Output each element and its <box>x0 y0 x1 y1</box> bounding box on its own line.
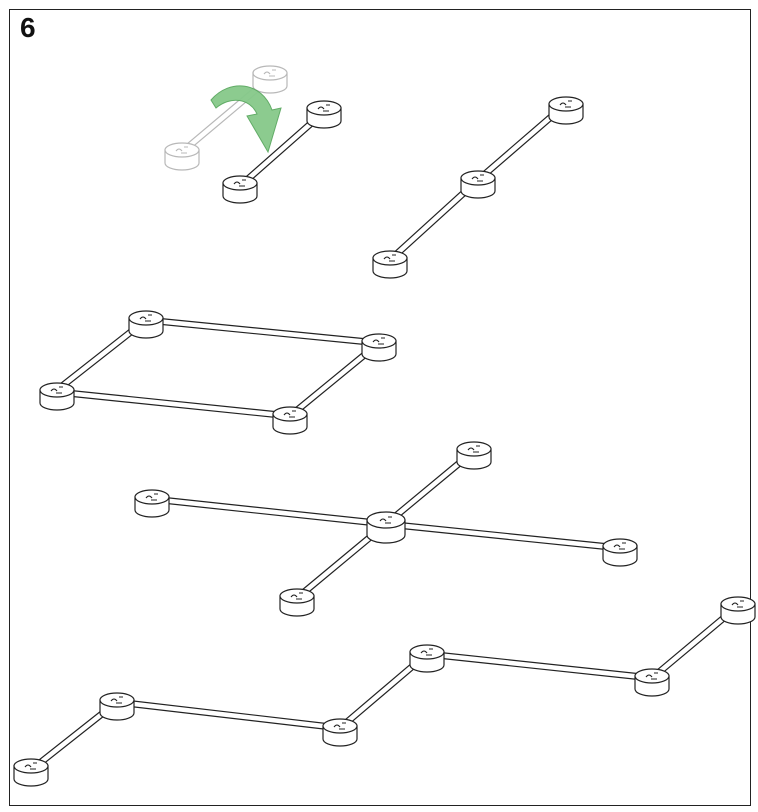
zigzag-node-4 <box>322 718 358 747</box>
zigzag-node-6 <box>13 758 49 787</box>
connecting-rods <box>27 74 742 774</box>
ghost-node-2 <box>252 65 288 94</box>
zigzag-rod-2 <box>423 650 656 682</box>
line-node-middle <box>460 170 496 199</box>
zigzag-node-2 <box>634 668 670 697</box>
ghost-node-1 <box>164 142 200 171</box>
line-node-top <box>548 96 584 125</box>
curved-rotate-arrow-icon <box>210 85 282 154</box>
zigzag-node-1 <box>720 596 756 625</box>
cross-rod-right <box>382 520 624 552</box>
cross-rod-left <box>148 495 390 528</box>
square-node-bottom-right <box>272 406 308 435</box>
square-node-top-right <box>361 333 397 362</box>
square-rod-bottom <box>53 388 294 420</box>
line-node-bottom <box>372 250 408 279</box>
connector-nodes <box>13 65 756 787</box>
cross-node-top <box>456 441 492 470</box>
square-node-bottom-left <box>39 382 75 411</box>
cross-node-left <box>134 489 170 518</box>
zigzag-node-3 <box>409 644 445 673</box>
cross-node-center <box>366 511 406 544</box>
zigzag-rod-4 <box>113 698 344 732</box>
pair-node-bottom <box>222 175 258 204</box>
cross-node-bottom <box>279 588 315 617</box>
square-rod-top <box>142 316 383 347</box>
square-node-top-left <box>128 310 164 339</box>
pair-node-top <box>306 100 342 129</box>
cross-node-right <box>602 538 638 567</box>
zigzag-node-5 <box>99 692 135 721</box>
step-number: 6 <box>20 12 36 43</box>
